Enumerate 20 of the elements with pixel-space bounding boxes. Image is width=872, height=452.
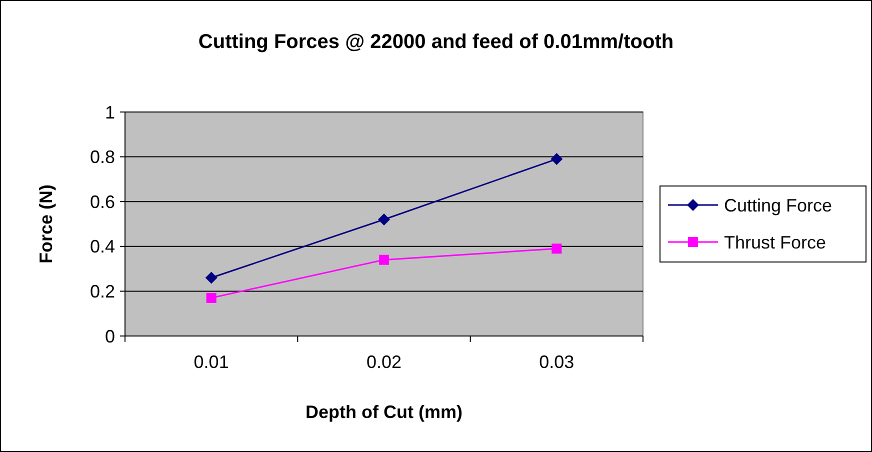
x-tick-label: 0.03 xyxy=(539,352,574,372)
y-tick-label: 0.4 xyxy=(90,236,115,257)
y-tick-label: 0 xyxy=(104,326,115,346)
point xyxy=(205,272,218,284)
chart-title: Cutting Forces @ 22000 and feed of 0.01mm/tooth xyxy=(198,31,674,53)
y-tick-label: 0.6 xyxy=(90,192,115,212)
legend-label: Cutting Force xyxy=(724,195,832,216)
point xyxy=(206,292,216,303)
x-tick-label: 0.02 xyxy=(366,352,402,372)
point xyxy=(552,244,562,254)
point xyxy=(378,214,390,226)
x-axis-title: Depth of Cut (mm) xyxy=(306,402,462,422)
x-tick-label: 0.01 xyxy=(194,352,229,372)
legend-label: Thrust Force xyxy=(724,232,826,252)
y-axis-title: Force (N) xyxy=(36,184,56,264)
y-tick-label: 0.2 xyxy=(90,282,115,302)
y-tick-label: 0.8 xyxy=(90,147,115,168)
y-tick-label: 1 xyxy=(104,102,115,122)
point xyxy=(379,254,389,265)
point xyxy=(550,153,563,166)
